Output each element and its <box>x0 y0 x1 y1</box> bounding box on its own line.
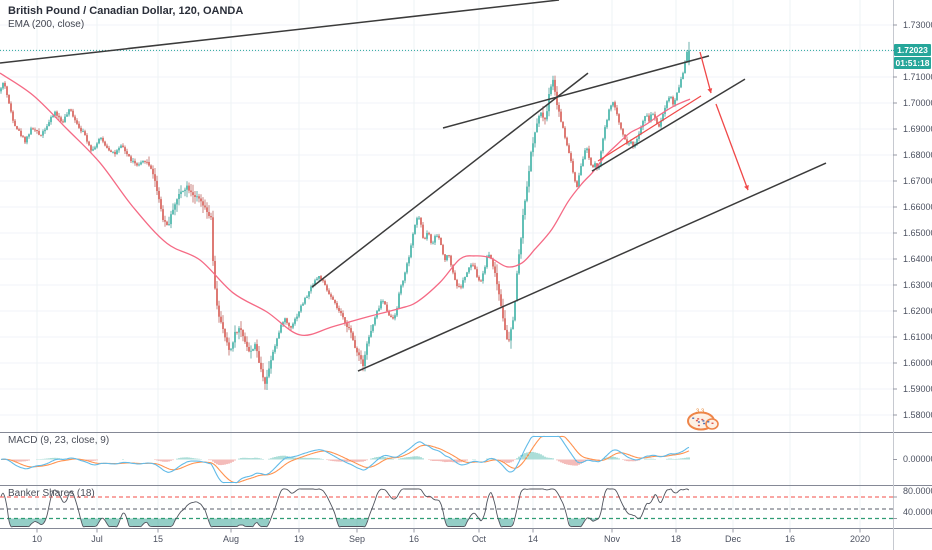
price-axis-label: 1.69000 <box>903 124 932 134</box>
time-axis-label: Jul <box>91 534 103 544</box>
time-axis-label: Dec <box>724 534 742 544</box>
price-axis-label: 1.61000 <box>903 332 932 342</box>
banker-fill <box>9 518 597 527</box>
gridlines <box>0 0 893 528</box>
macd-zero-label: 0.00000 <box>903 454 932 464</box>
macd-line <box>0 435 690 484</box>
time-axis-label: Oct <box>471 534 487 544</box>
macd-histogram <box>8 451 690 466</box>
time-axis-label: 2020 <box>849 534 871 544</box>
price-axis-label: 1.70000 <box>903 98 932 108</box>
projection-arrows <box>699 51 749 191</box>
macd-pane-label[interactable]: MACD (9, 23, close, 9) <box>8 435 110 446</box>
banker-upper-level-label: 80.00000 <box>903 486 932 496</box>
price-axis-label: 1.62000 <box>903 306 932 316</box>
ema-indicator-label[interactable]: EMA (200, close) <box>8 19 85 30</box>
time-axis-label: 16 <box>408 534 420 544</box>
price-axis-label: 1.71000 <box>903 72 932 82</box>
time-axis-label: Sep <box>348 534 366 544</box>
time-axis-label: Aug <box>222 534 240 544</box>
price-axis-label: 1.64000 <box>903 254 932 264</box>
symbol-title[interactable]: British Pound / Canadian Dollar, 120, OA… <box>8 5 244 17</box>
candle-countdown-badge: 01:51:18 <box>894 57 931 69</box>
candle-wicks <box>0 41 690 390</box>
current-price-badge: 1.72023 <box>894 44 931 56</box>
price-axis-label: 1.63000 <box>903 280 932 290</box>
banker-pane-label[interactable]: Banker Shares (18) <box>8 488 95 499</box>
price-axis-label: 1.73000 <box>903 20 932 30</box>
sticker-text: 3 3 <box>696 409 705 415</box>
time-axis-label: 10 <box>31 534 43 544</box>
time-axis-label: 19 <box>293 534 305 544</box>
ema-line <box>0 72 691 337</box>
time-axis-label: 16 <box>784 534 796 544</box>
trendlines <box>0 0 827 372</box>
candle-bodies <box>0 50 690 384</box>
price-axis-label: 1.67000 <box>903 176 932 186</box>
price-axis-label: 1.65000 <box>903 228 932 238</box>
axis-ticks <box>36 24 897 533</box>
sticker-emoji: 3 3 <box>687 409 719 431</box>
price-axis-label: 1.60000 <box>903 358 932 368</box>
time-axis-label: Nov <box>603 534 621 544</box>
time-axis-label: 18 <box>670 534 682 544</box>
banker-line <box>0 488 690 528</box>
price-axis-label: 1.58000 <box>903 410 932 420</box>
price-axis-label: 1.68000 <box>903 150 932 160</box>
time-axis-label: 15 <box>152 534 164 544</box>
time-axis-label: 14 <box>527 534 539 544</box>
banker-lower-level-label: 40.00000 <box>903 507 932 517</box>
price-axis-label: 1.59000 <box>903 384 932 394</box>
price-axis-label: 1.66000 <box>903 202 932 212</box>
banker-levels <box>0 496 893 520</box>
